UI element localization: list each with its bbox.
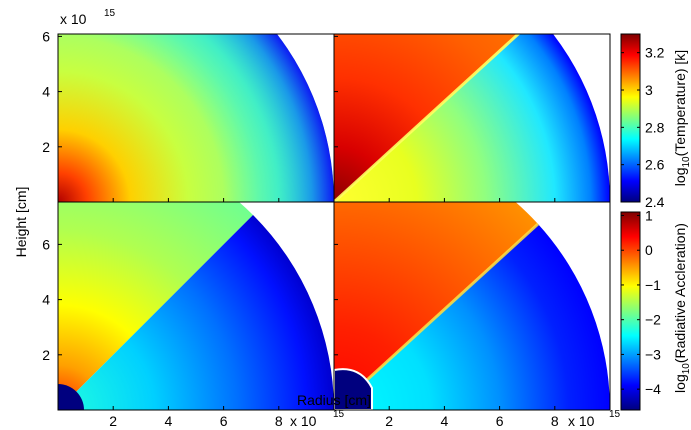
panel-top-left-temperature [58, 34, 334, 202]
svg-text:log10(Radiative Accleration): log10(Radiative Accleration) [672, 223, 691, 393]
svg-text:x 10: x 10 [568, 413, 595, 429]
panel-bottom-left-acceleration [58, 202, 334, 410]
colorbar-temperature: 3.2 3 2.8 2.6 2.4 log10(Temperature) [k] [620, 33, 691, 210]
colorbar-tick-label: 3 [645, 82, 653, 98]
colorbar-tick-label: 0 [645, 242, 653, 258]
inner-dark-core [334, 368, 373, 410]
colorbar-acceleration: 1 0 −1 −2 −3 −4 log10(Radiative Accleration) [620, 207, 691, 411]
axis-ticks: 2 4 6 2 2 4 4 6 6 8 2 4 6 8 [42, 28, 559, 429]
inner-dark-core [58, 384, 84, 410]
x-tick-label: 4 [165, 413, 173, 429]
x-tick-label: 4 [441, 413, 449, 429]
x-tick-label: 2 [109, 413, 117, 429]
colorbar-tick-label: −2 [645, 312, 661, 328]
exponent-label-bottom-left-x: x 10 15 [290, 409, 345, 429]
svg-text:x 10: x 10 [60, 11, 87, 27]
colorbar-tick-label: 2.8 [645, 119, 665, 135]
colorbar-tick-label: 2.4 [645, 194, 665, 210]
colorbar-tick-label: −4 [645, 381, 661, 397]
x-tick-label: 6 [496, 413, 504, 429]
x-tick-label: 8 [551, 413, 559, 429]
y-tick-label: 2 [42, 347, 50, 363]
colorbar-tick-label: −1 [645, 277, 661, 293]
colorbar-tick-label: 1 [645, 207, 653, 223]
y-tick-label: 4 [42, 292, 50, 308]
x-tick-label: 8 [275, 413, 283, 429]
svg-text:log10(Temperature) [k]: log10(Temperature) [k] [672, 50, 691, 186]
y-tick-label: 6 [42, 28, 50, 44]
x-axis-label: Radius [cm] [297, 392, 371, 408]
colorbar-tick-label: 2.6 [645, 157, 665, 173]
exponent-label-bottom-right-x: x 10 15 [568, 409, 621, 429]
svg-text:15: 15 [609, 409, 621, 420]
panel-top-right-temperature [334, 34, 610, 202]
y-tick-label: 4 [42, 84, 50, 100]
panel-frames [57, 33, 611, 411]
svg-text:15: 15 [333, 409, 345, 420]
x-tick-label: 2 [385, 413, 393, 429]
svg-text:x 10: x 10 [290, 413, 317, 429]
y-tick-label: 6 [42, 236, 50, 252]
svg-text:15: 15 [104, 8, 116, 19]
x-tick-label: 6 [220, 413, 228, 429]
panel-bottom-right-acceleration [334, 202, 610, 410]
y-tick-label: 2 [42, 139, 50, 155]
y-axis-label: Height [cm] [13, 187, 29, 258]
colorbar-tick-label: 3.2 [645, 45, 665, 61]
exponent-label-top-y: x 10 15 [60, 8, 116, 27]
colorbar-tick-label: −3 [645, 346, 661, 362]
